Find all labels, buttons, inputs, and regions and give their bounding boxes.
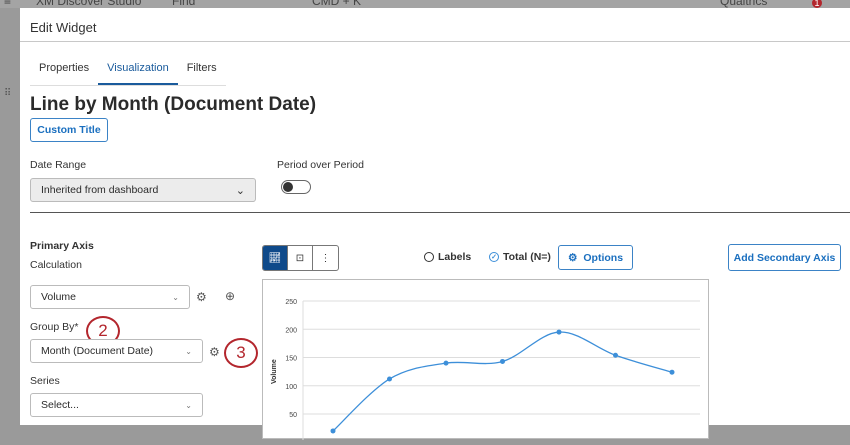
series-value: Select... — [41, 399, 79, 411]
line-chart-icon[interactable]: 📈︎ — [263, 246, 288, 270]
custom-title-button[interactable]: Custom Title — [30, 118, 108, 142]
labels-text: Labels — [438, 251, 472, 263]
y-tick-label: 150 — [285, 356, 297, 363]
more-options-icon[interactable]: ⋮ — [320, 252, 331, 264]
y-tick-label: 250 — [285, 299, 297, 306]
y-tick-label: 50 — [289, 412, 297, 419]
check-circle-icon: ✓ — [489, 252, 499, 262]
tab-visualization[interactable]: Visualization — [98, 62, 178, 85]
date-range-label: Date Range — [30, 159, 87, 171]
shortcut-hint: CMD + K — [312, 0, 362, 8]
data-point — [556, 329, 562, 335]
calculation-select[interactable]: Volume ⌄ — [30, 285, 190, 309]
y-axis-label: Volume — [271, 359, 278, 384]
data-point — [387, 376, 392, 382]
options-text: Options — [583, 251, 624, 264]
modal-title: Edit Widget — [20, 8, 850, 42]
chevron-down-icon: ⌄ — [235, 184, 245, 197]
chevron-down-icon: ⌄ — [172, 292, 179, 302]
add-calculation-plus-icon[interactable]: ⊕ — [225, 289, 236, 303]
data-point — [443, 360, 449, 366]
edit-widget-modal: Edit Widget Properties Visualization Fil… — [20, 8, 850, 440]
data-point — [500, 358, 505, 364]
divider — [30, 212, 850, 213]
data-point — [613, 352, 618, 358]
labels-radio[interactable]: Labels — [424, 251, 471, 263]
series-line — [332, 331, 673, 432]
menu-icon: ≡ — [4, 0, 12, 8]
scatter-chart-icon[interactable]: ⊡ — [288, 246, 313, 270]
account-menu: Qualtrics — [720, 0, 768, 8]
chevron-down-icon: ⌄ — [185, 346, 192, 356]
date-range-select[interactable]: Inherited from dashboard ⌄ — [30, 178, 256, 202]
tab-bar: Properties Visualization Filters — [30, 62, 226, 86]
total-text: Total (N=) — [503, 251, 551, 263]
data-point — [669, 369, 675, 375]
tab-properties[interactable]: Properties — [39, 62, 90, 74]
y-tick-label: 100 — [285, 384, 297, 391]
y-tick-label: 200 — [285, 327, 297, 334]
group-by-value: Month (Document Date) — [41, 345, 154, 357]
line-chart: 50 100 150 200 250 Volume — [262, 279, 709, 440]
options-button[interactable]: ⚙ Options — [558, 245, 633, 270]
date-range-value: Inherited from dashboard — [41, 184, 159, 196]
period-over-period-toggle[interactable] — [281, 180, 311, 194]
total-checkbox[interactable]: ✓ Total (N=) — [489, 251, 551, 263]
data-point — [330, 428, 336, 434]
chart-type-buttons: 📈︎ ⊡ ⋮ — [262, 245, 339, 271]
drag-handle-icon: ⠿ — [4, 88, 12, 99]
notification-badge: 1 — [812, 0, 822, 8]
gear-icon: ⚙ — [567, 251, 578, 264]
annotation-callout-3: 3 — [224, 338, 258, 368]
app-title: XM Discover Studio — [36, 0, 142, 8]
tab-filters[interactable]: Filters — [186, 62, 217, 74]
chart-svg: 50 100 150 200 250 Volume — [271, 299, 700, 440]
widget-title: Line by Month (Document Date) — [30, 94, 317, 115]
period-over-period-label: Period over Period — [277, 159, 364, 171]
group-by-settings-gear-icon[interactable]: ⚙ — [209, 345, 220, 359]
calculation-value: Volume — [41, 291, 77, 303]
find-input: Find — [172, 0, 196, 8]
group-by-label: Group By* — [30, 321, 79, 333]
radio-icon — [424, 252, 434, 262]
background-app-bar: ≡ XM Discover Studio Find CMD + K Qualtr… — [0, 0, 850, 8]
primary-axis-heading: Primary Axis — [30, 240, 94, 252]
chevron-down-icon: ⌄ — [185, 400, 192, 410]
calculation-label: Calculation — [30, 259, 82, 271]
add-secondary-axis-button[interactable]: Add Secondary Axis — [728, 244, 841, 271]
series-select[interactable]: Select... ⌄ — [30, 393, 203, 417]
calculation-settings-gear-icon[interactable]: ⚙ — [196, 290, 207, 304]
series-label: Series — [30, 375, 60, 387]
group-by-select[interactable]: Month (Document Date) ⌄ — [30, 339, 203, 363]
